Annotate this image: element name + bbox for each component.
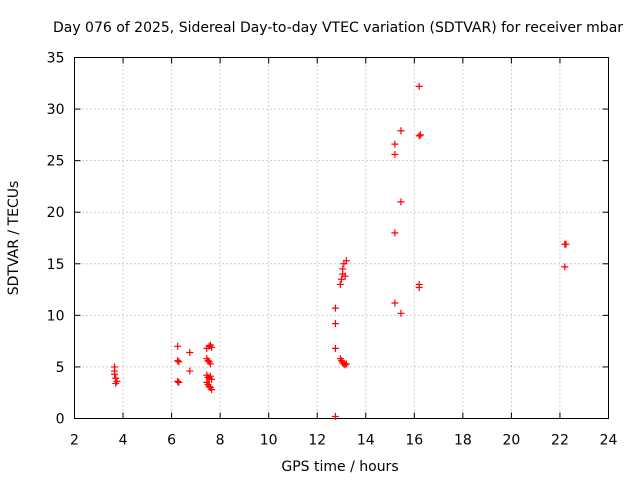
data-point-plus-marker	[391, 229, 399, 237]
data-point-plus-marker	[415, 82, 423, 90]
x-tick-label: 14	[357, 433, 375, 449]
data-point-plus-marker	[339, 265, 347, 273]
y-axis-tick-labels: 0 5 10 15 20 25 30 35	[47, 51, 65, 428]
data-point-plus-marker	[208, 375, 216, 383]
x-axis-tick-labels: 2 4 6 8 10 12 14 16 18 20 22 24	[70, 433, 617, 449]
x-tick-label: 16	[405, 433, 423, 449]
chart-gridlines	[74, 57, 609, 419]
data-point-plus-marker	[206, 372, 214, 380]
data-point-plus-marker	[391, 140, 399, 148]
y-tick-label: 5	[56, 360, 65, 376]
data-point-plus-marker	[561, 263, 569, 271]
data-point-plus-marker	[331, 412, 339, 420]
data-point-plus-marker	[208, 343, 216, 351]
data-point-plus-marker	[175, 358, 183, 366]
x-tick-label: 24	[600, 433, 618, 449]
data-point-plus-marker	[342, 360, 350, 368]
data-point-plus-marker	[331, 344, 339, 352]
x-tick-label: 18	[454, 433, 472, 449]
x-tick-label: 22	[551, 433, 569, 449]
y-tick-label: 15	[47, 257, 65, 273]
x-tick-label: 4	[119, 433, 128, 449]
data-point-plus-marker	[338, 275, 345, 283]
data-point-plus-marker	[397, 198, 405, 206]
x-tick-label: 6	[167, 433, 176, 449]
data-point-plus-marker	[416, 131, 424, 139]
x-axis-title: GPS time / hours	[281, 459, 398, 475]
y-axis-title: SDTVAR / TECUs	[6, 181, 22, 296]
data-point-plus-marker	[175, 378, 183, 386]
y-tick-label: 35	[47, 51, 65, 67]
y-tick-label: 30	[47, 102, 65, 118]
data-point-plus-marker	[391, 150, 399, 158]
data-point-plus-marker	[186, 348, 194, 356]
data-point-plus-marker	[186, 367, 194, 375]
data-point-plus-marker	[342, 257, 350, 265]
y-tick-label: 0	[56, 412, 65, 428]
data-point-plus-marker	[174, 377, 182, 385]
x-tick-label: 12	[308, 433, 326, 449]
y-tick-label: 20	[47, 205, 65, 221]
chart-title: Day 076 of 2025, Sidereal Day-to-day VTE…	[53, 20, 623, 36]
data-points	[111, 82, 570, 420]
data-point-plus-marker	[341, 361, 349, 369]
data-point-plus-marker	[415, 132, 423, 140]
plot-area-border	[74, 57, 609, 419]
data-point-plus-marker	[341, 272, 349, 280]
axis-ticks	[74, 57, 609, 419]
data-point-plus-marker	[562, 240, 570, 248]
data-point-plus-marker	[208, 386, 216, 394]
data-point-plus-marker	[111, 370, 119, 378]
data-point-plus-marker	[174, 357, 182, 365]
data-point-plus-marker	[415, 284, 423, 292]
x-tick-label: 10	[260, 433, 278, 449]
y-tick-label: 25	[47, 154, 65, 170]
x-tick-label: 2	[70, 433, 79, 449]
x-tick-label: 8	[216, 433, 225, 449]
data-point-plus-marker	[391, 299, 399, 307]
data-point-plus-marker	[331, 320, 339, 328]
y-tick-label: 10	[47, 308, 65, 324]
data-point-plus-marker	[331, 304, 339, 312]
data-point-plus-marker	[174, 342, 182, 350]
data-point-plus-marker	[397, 309, 405, 317]
x-tick-label: 20	[502, 433, 520, 449]
data-point-plus-marker	[397, 127, 405, 135]
data-point-plus-marker	[336, 280, 344, 288]
data-point-plus-marker	[206, 360, 214, 368]
data-point-plus-marker	[112, 379, 120, 387]
